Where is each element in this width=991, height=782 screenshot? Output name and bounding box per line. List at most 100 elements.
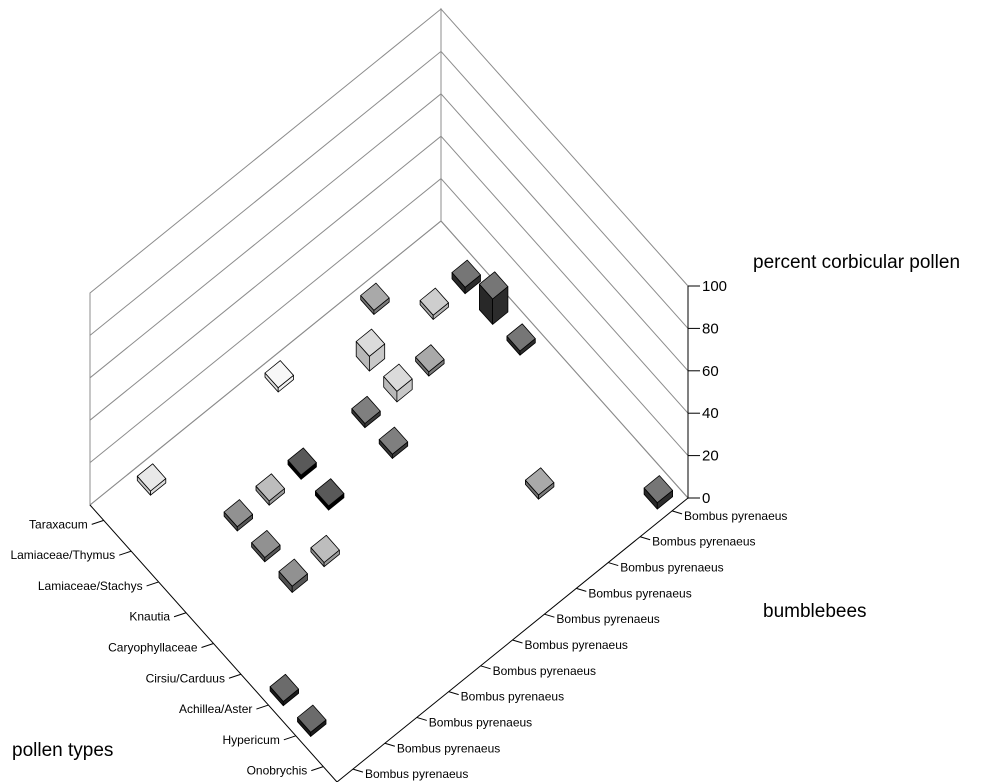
bar-top: [223, 499, 254, 528]
bar: [355, 328, 386, 372]
bumblebee-tick-label: Bombus pyrenaeus: [429, 715, 532, 729]
bar-top: [383, 363, 413, 392]
bumblebee-tick-label: Bombus pyrenaeus: [397, 741, 500, 755]
bumblebee-tick-mark: [544, 613, 555, 618]
bar: [223, 499, 254, 532]
bar: [643, 475, 673, 510]
z-tick-label: 20: [702, 448, 719, 465]
bumblebee-tick-label: Bombus pyrenaeus: [493, 664, 596, 678]
pollen-tick-label: Onobrychis: [247, 764, 308, 778]
bar: [287, 447, 317, 480]
bar: [251, 530, 281, 563]
pollen-tick-mark: [256, 704, 269, 710]
bumblebee-ticks: Bombus pyrenaeus Bombus pyrenaeus Bombus p…: [336, 497, 787, 782]
pollen-tick-mark: [228, 673, 242, 679]
bumblebee-tick-mark: [671, 510, 683, 515]
pollen-tick-label: Knautia: [129, 610, 170, 624]
floor-back-edges: [89, 220, 689, 506]
pollen-type-ticks: Onobrychis Hypericum Achillea/Aster Cirsiu/…: [10, 504, 338, 782]
bars: [136, 259, 673, 737]
gridline: [89, 50, 689, 336]
pollen-tick-label: Achillea/Aster: [179, 702, 252, 716]
bumblebee-tick-label: Bombus pyrenaeus: [365, 767, 468, 781]
z-tick-label: 0: [702, 490, 710, 507]
bar: [297, 704, 327, 737]
pollen-tick-mark: [146, 581, 159, 587]
bar-top: [355, 328, 386, 357]
bumblebee-tick-label: Bombus pyrenaeus: [652, 535, 755, 549]
bar: [278, 558, 308, 593]
bumblebee-tick-label: Bombus pyrenaeus: [684, 509, 787, 523]
bar: [506, 323, 536, 356]
pollen-tick-mark: [91, 519, 104, 525]
bar-top: [643, 475, 673, 504]
bar: [264, 360, 294, 393]
pollen-tick-label: Hypericum: [222, 733, 279, 747]
bumblebee-tick-label: Bombus pyrenaeus: [525, 638, 628, 652]
bumblebee-tick-mark: [352, 768, 364, 773]
bar-top: [278, 558, 308, 587]
bar-top: [506, 323, 536, 352]
bar: [383, 363, 413, 403]
bumblebee-tick-mark: [448, 691, 459, 696]
bar-top: [415, 344, 445, 373]
bar-top: [269, 673, 300, 702]
pollen-tick-mark: [283, 735, 296, 741]
bumblebee-tick-label: Bombus pyrenaeus: [556, 612, 659, 626]
x-axis-title: pollen types: [12, 740, 113, 761]
bar-top: [525, 467, 555, 496]
chart-frame: [89, 7, 689, 507]
gridline: [89, 93, 689, 379]
bar-top: [419, 287, 449, 316]
z-tick-label: 60: [702, 363, 719, 380]
pollen-tick-mark: [201, 643, 214, 648]
bar-top: [287, 447, 317, 476]
bumblebee-tick-mark: [480, 665, 491, 670]
bumblebee-tick-mark: [576, 587, 587, 592]
z-tick-label: 40: [702, 405, 719, 422]
bar-top: [378, 426, 409, 455]
bar-top: [255, 473, 285, 502]
bumblebee-tick-label: Bombus pyrenaeus: [620, 561, 723, 575]
z-axis-title: percent corbicular pollen: [753, 252, 960, 273]
gridline: [89, 135, 689, 421]
gridlines: [89, 50, 689, 463]
bar: [255, 473, 285, 506]
bumblebee-tick-mark: [384, 742, 396, 747]
bumblebee-tick-mark: [416, 716, 427, 721]
bar: [136, 463, 167, 496]
pollen-tick-mark: [173, 612, 187, 618]
pollen-tick-label: Taraxacum: [29, 517, 88, 531]
pollen-tick-label: Caryophyllaceae: [108, 641, 198, 655]
bar: [378, 426, 409, 459]
bumblebee-tick-label: Bombus pyrenaeus: [588, 586, 691, 600]
left-back-wall: [89, 7, 442, 507]
bar-top: [136, 463, 167, 492]
bar: [478, 271, 509, 325]
bar-top: [297, 704, 327, 733]
bar: [525, 467, 555, 500]
right-back-wall: [440, 7, 689, 500]
z-tick-label: 80: [702, 320, 719, 337]
bar: [451, 259, 481, 295]
bar: [314, 478, 345, 511]
gridline: [89, 177, 689, 463]
bar: [269, 673, 300, 707]
pollen-tick-mark: [311, 766, 324, 772]
bumblebee-tick-mark: [639, 536, 651, 541]
z-axis-ticks: 0 20 40 60 80 100: [687, 278, 727, 507]
bar-top: [314, 478, 345, 507]
bar-top: [251, 530, 281, 558]
pollen-tick-mark: [119, 550, 132, 556]
bar-top: [264, 360, 294, 389]
bar: [310, 534, 340, 568]
bar-top: [351, 395, 381, 424]
bar-top: [310, 534, 340, 563]
bar-top: [360, 282, 390, 311]
z-tick-label: 100: [702, 278, 727, 295]
bar: [360, 282, 390, 315]
bar-top: [478, 271, 509, 300]
bumblebee-tick-mark: [608, 562, 619, 567]
pollen-tick-label: Lamiaceae/Thymus: [10, 548, 115, 562]
